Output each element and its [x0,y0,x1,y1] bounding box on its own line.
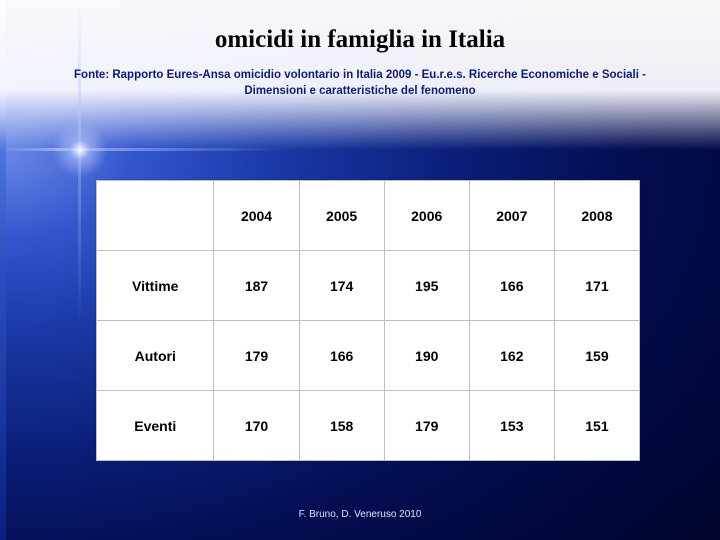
table-cell: 187 [214,251,299,321]
table-header-row: 2004 2005 2006 2007 2008 [97,181,640,251]
table-header-cell: 2008 [554,181,639,251]
table-cell: 159 [554,321,639,391]
table-header-cell: 2006 [384,181,469,251]
slide-title: omicidi in famiglia in Italia [0,26,720,54]
table-cell: 190 [384,321,469,391]
table-cell: 174 [299,251,384,321]
slide-subtitle: Fonte: Rapporto Eures-Ansa omicidio volo… [60,68,660,99]
table-cell: 179 [384,391,469,461]
data-table: 2004 2005 2006 2007 2008 Vittime 187 174… [96,180,640,461]
table-cell: 170 [214,391,299,461]
table-cell: 153 [469,391,554,461]
table-header-cell: 2005 [299,181,384,251]
table-cell: 171 [554,251,639,321]
row-label: Eventi [97,391,214,461]
table-header-cell: 2007 [469,181,554,251]
table-row: Vittime 187 174 195 166 171 [97,251,640,321]
table-cell: 195 [384,251,469,321]
table-cell: 162 [469,321,554,391]
table-cell: 158 [299,391,384,461]
table-row: Eventi 170 158 179 153 151 [97,391,640,461]
table-header-blank [97,181,214,251]
table-cell: 151 [554,391,639,461]
table-row: Autori 179 166 190 162 159 [97,321,640,391]
data-table-container: 2004 2005 2006 2007 2008 Vittime 187 174… [96,180,640,461]
row-label: Autori [97,321,214,391]
table-cell: 166 [469,251,554,321]
horizontal-flare-line [0,148,720,151]
row-label: Vittime [97,251,214,321]
slide-footer: F. Bruno, D. Veneruso 2010 [0,509,720,520]
table-header-cell: 2004 [214,181,299,251]
table-cell: 179 [214,321,299,391]
table-cell: 166 [299,321,384,391]
